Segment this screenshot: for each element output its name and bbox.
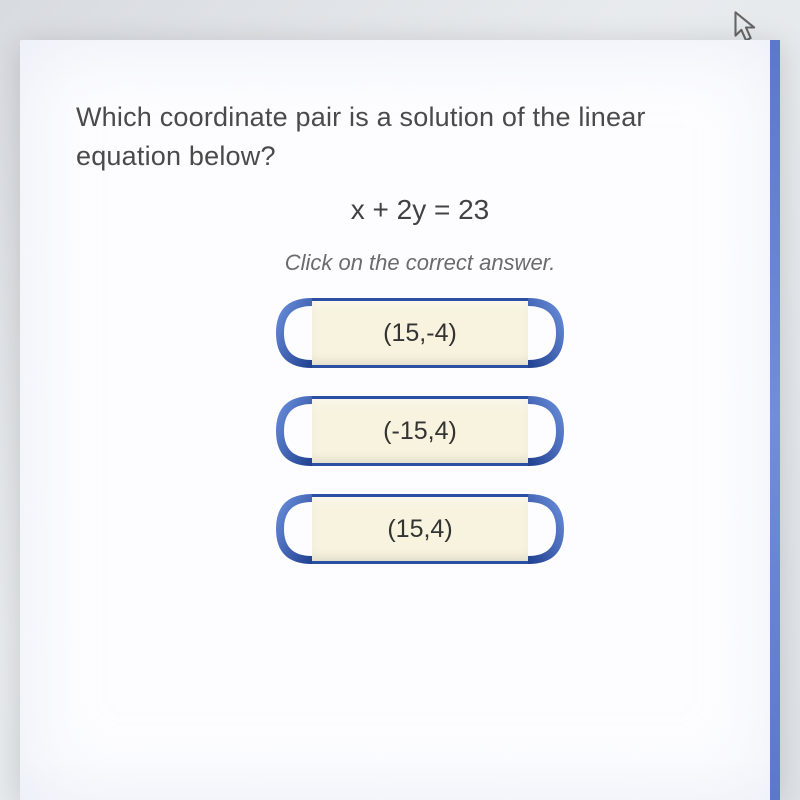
answer-option-3-label: (15,4) <box>312 494 528 564</box>
question-line-2: equation below? <box>76 141 276 171</box>
option-cap-left-icon <box>270 490 312 568</box>
option-cap-right-icon <box>528 490 570 568</box>
instruction-text: Click on the correct answer. <box>76 250 724 276</box>
quiz-content: Which coordinate pair is a solution of t… <box>20 40 780 568</box>
option-cap-right-icon <box>528 294 570 372</box>
question-line-1: Which coordinate pair is a solution of t… <box>76 102 646 132</box>
option-cap-right-icon <box>528 392 570 470</box>
answer-options: (15,-4) (-15,4) (15,4) <box>76 294 724 568</box>
answer-option-2[interactable]: (-15,4) <box>270 392 570 470</box>
option-cap-left-icon <box>270 294 312 372</box>
cursor-icon <box>732 10 760 44</box>
right-accent-strip <box>770 40 780 800</box>
equation-text: x + 2y = 23 <box>76 194 724 226</box>
answer-option-2-label: (-15,4) <box>312 396 528 466</box>
question-text: Which coordinate pair is a solution of t… <box>76 98 724 176</box>
option-cap-left-icon <box>270 392 312 470</box>
answer-option-3[interactable]: (15,4) <box>270 490 570 568</box>
answer-option-1-label: (15,-4) <box>312 298 528 368</box>
quiz-panel: Which coordinate pair is a solution of t… <box>20 40 780 800</box>
answer-option-1[interactable]: (15,-4) <box>270 294 570 372</box>
